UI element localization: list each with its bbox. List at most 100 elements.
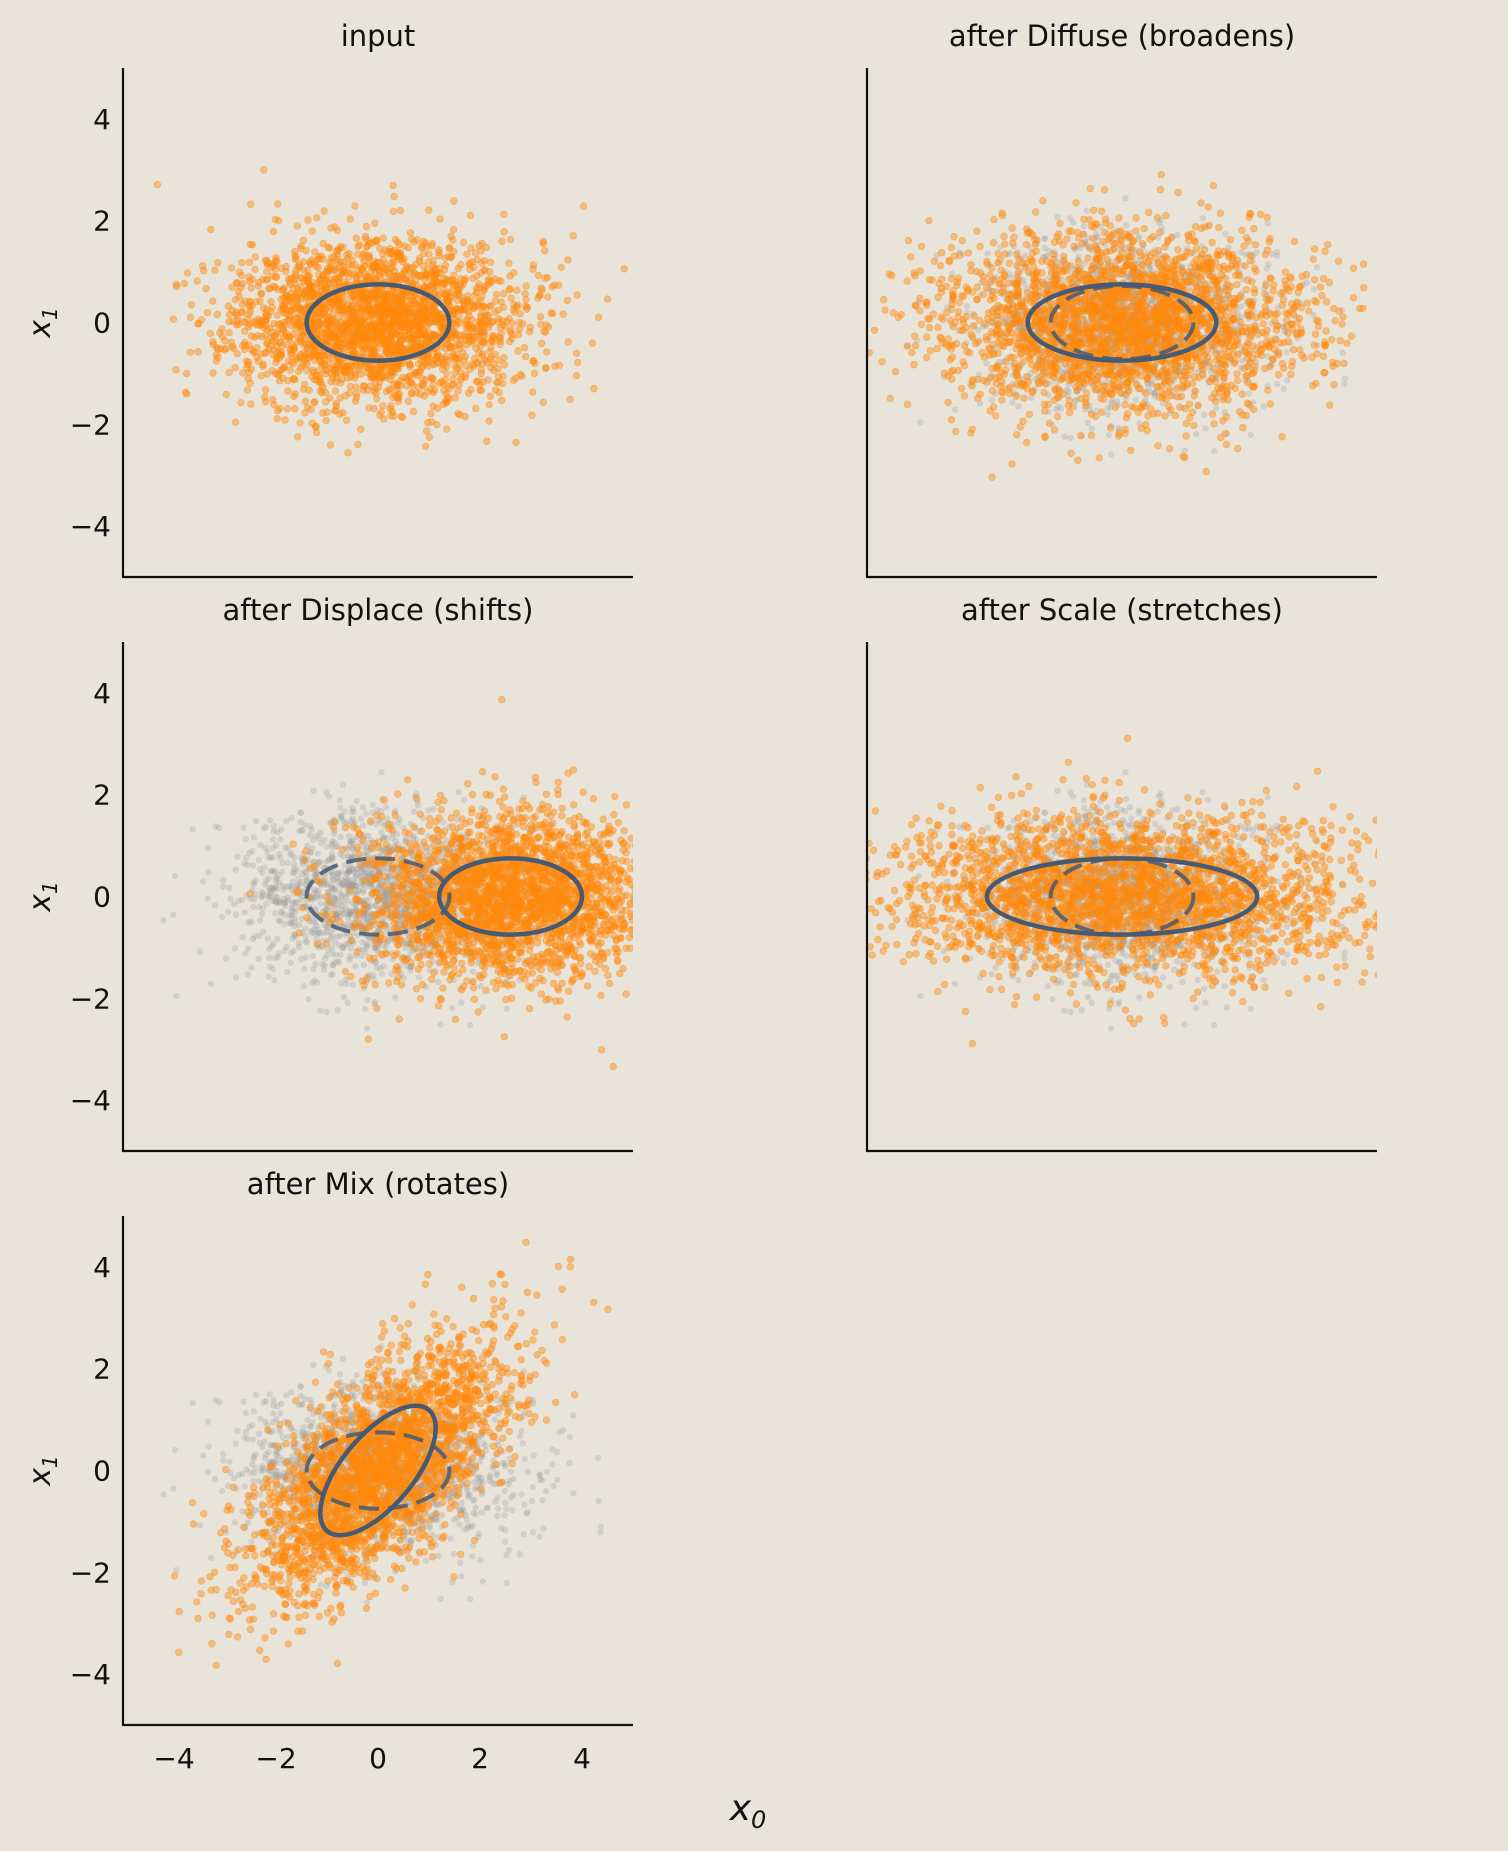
data-point	[522, 282, 530, 290]
data-point	[319, 255, 327, 263]
data-point	[211, 266, 219, 274]
data-point	[416, 390, 425, 398]
reference-point	[1201, 411, 1208, 418]
data-point	[276, 338, 284, 347]
data-point	[322, 416, 330, 425]
data-point	[409, 407, 418, 416]
data-point	[209, 369, 217, 377]
data-point	[473, 359, 482, 368]
data-point	[355, 241, 364, 249]
data-point	[357, 425, 365, 433]
data-point	[274, 327, 282, 336]
data-point	[251, 265, 259, 274]
reference-point	[1193, 431, 1200, 438]
data-point	[240, 338, 249, 347]
data-point	[206, 329, 215, 338]
data-point	[383, 371, 391, 379]
data-point	[557, 263, 565, 272]
data-point	[528, 388, 537, 396]
data-point	[436, 215, 444, 223]
data-point	[338, 375, 346, 383]
data-point	[301, 380, 309, 389]
data-point	[261, 398, 270, 406]
reference-point	[1280, 385, 1287, 392]
data-point	[499, 379, 507, 388]
y-tick-label: −2	[70, 408, 111, 441]
data-point	[394, 311, 402, 320]
data-point	[537, 320, 545, 329]
data-point	[1437, 270, 1444, 277]
data-point	[345, 309, 353, 317]
data-point	[351, 297, 360, 305]
data-point	[411, 322, 419, 330]
data-point	[445, 302, 454, 310]
data-point	[325, 266, 333, 274]
data-point	[451, 280, 460, 288]
data-point	[273, 415, 281, 423]
data-point	[402, 292, 410, 301]
data-point	[425, 433, 434, 441]
data-point	[212, 357, 221, 365]
data-point	[355, 336, 363, 344]
reference-point	[1339, 349, 1346, 356]
data-point	[514, 347, 522, 355]
data-point	[307, 282, 315, 290]
data-point	[225, 328, 233, 337]
reference-point	[984, 250, 991, 257]
data-point	[257, 289, 265, 298]
data-point	[286, 307, 294, 316]
y-tick-label: −4	[70, 510, 111, 543]
data-point	[462, 341, 471, 349]
data-point	[259, 362, 267, 370]
data-point	[506, 272, 514, 280]
data-point	[243, 364, 251, 372]
data-point	[473, 272, 481, 280]
data-point	[634, 346, 641, 353]
data-point	[450, 248, 458, 256]
data-point	[406, 229, 415, 237]
data-point	[352, 234, 360, 242]
data-point	[224, 302, 233, 310]
data-point	[322, 369, 330, 378]
panel-2: after Diffuse (broadens)	[865, 19, 1444, 579]
data-point	[445, 395, 453, 404]
data-point	[870, 326, 879, 334]
data-point	[457, 261, 465, 269]
data-point	[500, 354, 508, 362]
data-point	[944, 398, 952, 407]
data-point	[238, 279, 247, 288]
data-point	[1251, 240, 1260, 249]
data-point	[973, 227, 981, 236]
data-point	[351, 397, 360, 405]
data-point	[247, 400, 255, 408]
data-point	[299, 258, 308, 266]
data-point	[245, 341, 253, 349]
data-point	[429, 402, 437, 410]
data-point	[486, 258, 495, 266]
data-point	[1089, 234, 1097, 243]
data-point	[203, 308, 212, 317]
data-point	[268, 328, 276, 336]
data-point	[291, 405, 299, 413]
data-point	[250, 333, 259, 341]
data-point	[450, 197, 458, 205]
data-point	[261, 386, 270, 394]
data-point	[513, 303, 521, 311]
data-point	[526, 323, 534, 331]
data-point	[346, 382, 355, 391]
data-point	[327, 254, 336, 262]
data-point	[415, 367, 423, 376]
data-point	[1154, 442, 1162, 450]
data-point	[307, 405, 315, 414]
data-point	[454, 264, 462, 273]
reference-point	[1246, 390, 1253, 397]
data-point	[322, 398, 330, 406]
data-point	[523, 305, 531, 313]
data-point	[326, 441, 335, 449]
reference-point	[1260, 402, 1267, 410]
data-point	[471, 249, 480, 257]
data-point	[396, 320, 404, 328]
data-point	[500, 361, 508, 369]
data-point	[393, 238, 402, 246]
